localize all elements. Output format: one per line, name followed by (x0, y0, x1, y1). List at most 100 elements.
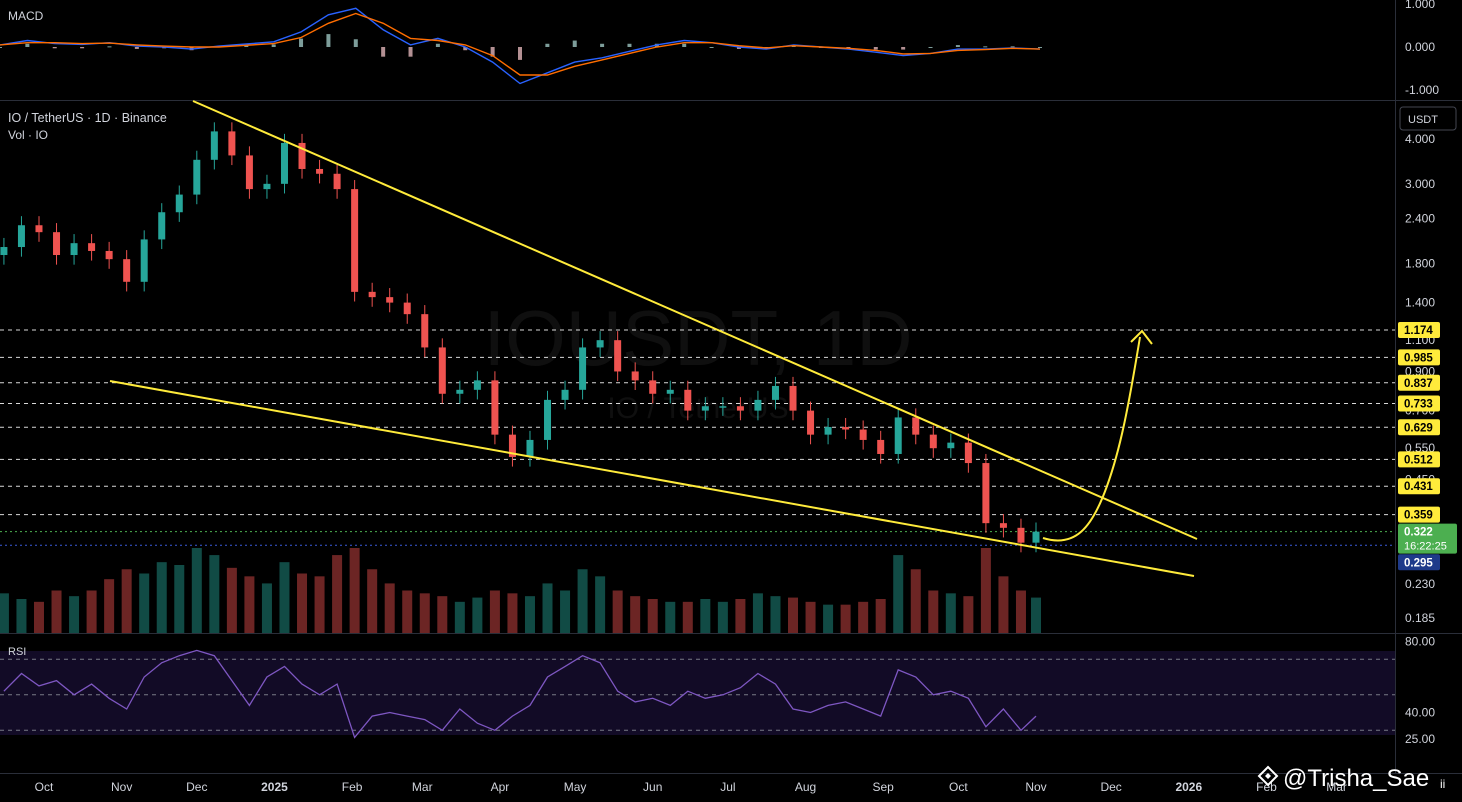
candle-body (842, 427, 850, 430)
volume-bar (980, 548, 991, 633)
macd-histogram-bar (736, 47, 741, 49)
volume-bar (1031, 597, 1041, 633)
macd-histogram-bar (25, 43, 30, 47)
rsi-panel: 80.00 40.00 25.00 (0, 635, 1435, 746)
candle-body (894, 417, 902, 454)
volume-bar (717, 601, 728, 633)
candle-body (736, 406, 744, 411)
currency-button[interactable]: USDT (1399, 106, 1457, 131)
candle-body (210, 131, 218, 160)
author-suffix: ii (1440, 777, 1445, 791)
time-tick-label: Oct (949, 780, 968, 794)
price-level-tag-label: 0.359 (1404, 510, 1433, 522)
macd-histogram-bar (1038, 47, 1042, 48)
macd-histogram-bar (381, 47, 386, 57)
volume-bar (735, 599, 746, 633)
candle-body (508, 434, 516, 457)
arrow-head-icon (1130, 329, 1153, 345)
macd-title: MACD (8, 9, 44, 23)
candle-body (140, 239, 148, 282)
price-level-tag (1398, 451, 1440, 468)
volume-legend[interactable]: Vol · IO (8, 128, 48, 142)
candle-body (263, 183, 271, 190)
candle-body (17, 225, 25, 248)
binance-logo-icon (1257, 765, 1279, 787)
currency-button-label[interactable]: USDT (1408, 114, 1438, 126)
rsi-tick-label: 40.00 (1405, 706, 1435, 720)
candle-body (701, 406, 709, 411)
rsi-line (3, 649, 1037, 739)
volume-bar (752, 593, 763, 633)
candle-body (631, 371, 639, 381)
price-tick-label: 0.230 (1405, 577, 1435, 591)
current-price-tag (1398, 523, 1457, 554)
candle-body (754, 399, 762, 411)
volume-bar (910, 569, 921, 633)
volume-bar (156, 562, 167, 633)
price-level-tag-label: 1.174 (1404, 325, 1433, 337)
candle-body (386, 297, 394, 303)
volume-bar (998, 576, 1009, 633)
wedge-lower-trendline (109, 380, 1195, 577)
macd-histogram-bar (955, 45, 960, 47)
time-tick-label: Nov (1025, 780, 1046, 794)
volume-bar (209, 555, 220, 633)
volume-bar (367, 569, 378, 633)
volume-bar (86, 590, 97, 633)
volume-bar (279, 562, 290, 633)
candle-body (456, 389, 464, 394)
volume-bar (577, 569, 588, 633)
candle-body (544, 399, 552, 440)
price-level-tag (1398, 419, 1440, 436)
volume-bar (507, 593, 518, 633)
macd-histogram-bar (107, 46, 112, 48)
volume-bar (647, 599, 658, 633)
candle-body (1017, 527, 1025, 543)
price-tick-label: 2.400 (1405, 212, 1435, 226)
candle-body (561, 389, 569, 400)
candle-body (666, 389, 674, 394)
candle-body (0, 247, 8, 256)
candle-body (579, 347, 587, 390)
price-level-tag (1398, 478, 1440, 495)
watermark-symbol: IOUSDT, 1D (483, 294, 912, 382)
time-tick-label: 2025 (261, 780, 288, 794)
volume-bar (69, 596, 80, 633)
macd-histogram-bar (873, 47, 878, 50)
candle-body (964, 442, 972, 464)
volume-bar (226, 567, 237, 633)
currency-button-frame[interactable] (1399, 106, 1457, 131)
symbol-title[interactable]: IO / TetherUS · 1D · Binance (8, 111, 167, 125)
macd-histogram-bar (271, 44, 276, 47)
candle-body (333, 173, 341, 190)
candle-body (859, 429, 867, 440)
volume-bar (893, 555, 904, 633)
volume-bar (1015, 590, 1026, 633)
candle-body (771, 385, 779, 400)
macd-histogram-bar (52, 47, 57, 49)
time-axis[interactable]: Oct Nov Dec 2025 Feb Mar Apr May Jun Jul Aug Sep Oct… (35, 780, 1347, 794)
volume-bar (472, 597, 483, 633)
price-level-tag (1398, 506, 1440, 523)
volume-bar (840, 604, 851, 633)
breakout-projection-arrow (1042, 336, 1141, 542)
volume-bar (805, 601, 816, 633)
wedge-upper-trendline (192, 100, 1198, 540)
macd-histogram-bar (709, 47, 714, 48)
time-tick-label: Feb (1256, 780, 1277, 794)
macd-histogram-bar (627, 43, 632, 47)
time-tick-label: Jul (720, 780, 735, 794)
time-tick-label: Jun (643, 780, 662, 794)
support-price-label: 0.295 (1404, 557, 1433, 569)
volume-bar (104, 579, 115, 633)
price-tick-label: 4.000 (1405, 132, 1435, 146)
price-tick-label: 0.185 (1405, 611, 1435, 625)
time-tick-label: Dec (1100, 780, 1121, 794)
macd-histogram-bar (490, 47, 495, 57)
candle-body (193, 159, 201, 195)
time-tick-label: Nov (111, 780, 132, 794)
volume-bar (595, 576, 606, 633)
price-tick-label: 1.400 (1405, 296, 1435, 310)
volume-bar (823, 604, 834, 633)
